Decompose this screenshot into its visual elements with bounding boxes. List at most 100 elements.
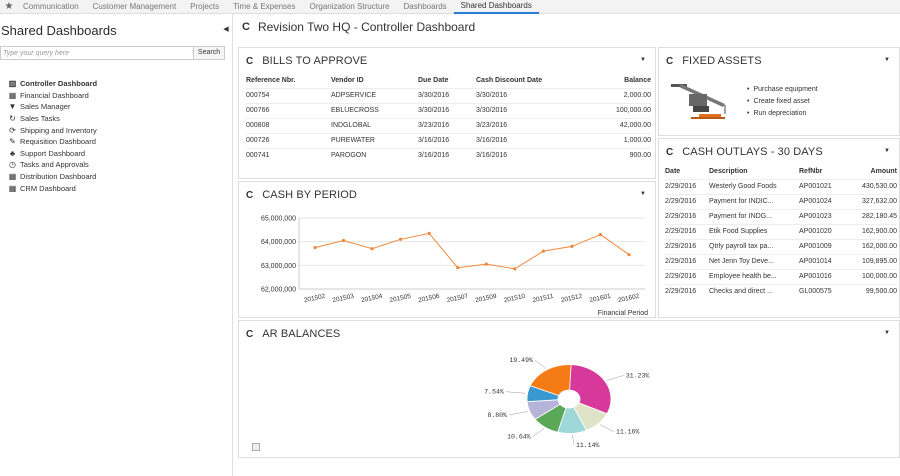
- widget-menu-icon[interactable]: ▼: [884, 330, 890, 336]
- widget-menu-icon[interactable]: ▼: [640, 57, 646, 63]
- sidebar-item[interactable]: ♣ Support Dashboard: [7, 148, 232, 160]
- sidebar-item[interactable]: ▦ Distribution Dashboard: [7, 171, 232, 183]
- dashboard-list: ▥ Controller Dashboard ▦ Financial Dashboar…: [0, 78, 232, 194]
- table-cell: 000766: [246, 102, 331, 118]
- table-cell: 162,000.00: [846, 238, 897, 254]
- widget-menu-icon[interactable]: ▼: [884, 57, 890, 63]
- column-header[interactable]: Balance: [624, 77, 651, 85]
- y-tick-label: 64,000,000: [261, 239, 296, 246]
- table-cell: 99,500.00: [846, 283, 897, 299]
- table-row[interactable]: 2/29/2016 Net Jenn Toy Deve... AP001014 109…: [665, 253, 897, 269]
- tab-communication[interactable]: Communication: [23, 1, 79, 11]
- refresh-icon[interactable]: C: [666, 55, 674, 67]
- cash-outlays-table: Date Description RefNbr Amount 2/29/2016 Wes…: [665, 165, 897, 299]
- sidebar-item[interactable]: ⟳ Shipping and Inventory: [7, 124, 232, 136]
- table-row[interactable]: 000726 PUREWATER 3/16/2016 3/16/2016 1,000.0…: [246, 132, 651, 148]
- label-leader-line: [599, 424, 615, 432]
- table-cell: 3/30/2016: [418, 102, 476, 118]
- tab-projects[interactable]: Projects: [190, 1, 220, 11]
- refresh-icon[interactable]: C: [246, 328, 254, 340]
- tab-customer-management[interactable]: Customer Management: [92, 1, 177, 11]
- table-row[interactable]: 2/29/2016 Employee health be... AP001016 10…: [665, 268, 897, 284]
- sidebar-item[interactable]: ↻ Sales Tasks: [7, 113, 232, 125]
- table-row[interactable]: 000754 ADPSERVICE 3/30/2016 3/30/2016 2,000.…: [246, 87, 651, 103]
- label-leader-line: [508, 411, 528, 416]
- sidebar-item[interactable]: ▦ CRM Dashboard: [7, 182, 232, 194]
- search-button[interactable]: Search: [194, 46, 225, 60]
- fixed-assets-actions: Purchase equipmentCreate fixed assetRun …: [747, 83, 818, 119]
- tab-time-expenses[interactable]: Time & Expenses: [233, 1, 296, 11]
- table-cell: AP001009: [799, 238, 846, 254]
- column-header[interactable]: Vendor ID: [331, 77, 364, 85]
- column-header[interactable]: Due Date: [418, 77, 449, 85]
- widget-title: CASH OUTLAYS - 30 DAYS: [682, 146, 823, 158]
- table-cell: Net Jenn Toy Deve...: [709, 253, 799, 269]
- sidebar-item[interactable]: ▼ Sales Manager: [7, 101, 232, 113]
- widget-menu-icon[interactable]: ▼: [884, 148, 890, 154]
- pie-slice-label: 8.80%: [487, 412, 507, 419]
- column-header[interactable]: Amount: [870, 168, 897, 176]
- refresh-icon[interactable]: C: [246, 55, 254, 67]
- table-cell: Qtrly payroll tax pa...: [709, 238, 799, 254]
- sidebar-item[interactable]: ▦ Financial Dashboard: [7, 90, 232, 102]
- sidebar-item-label: Distribution Dashboard: [20, 172, 97, 182]
- tab-shared-dashboards[interactable]: Shared Dashboards: [453, 0, 539, 14]
- table-cell: 100,000.00: [570, 102, 651, 118]
- search-input[interactable]: Type your query here: [0, 46, 194, 60]
- table-cell: 282,180.45: [846, 208, 897, 224]
- pie-slice: [569, 364, 612, 415]
- fixed-assets-action-link[interactable]: Create fixed asset: [747, 95, 818, 107]
- table-cell: 2/29/2016: [665, 208, 709, 224]
- sidebar-item-label: Support Dashboard: [20, 148, 86, 158]
- table-row[interactable]: 2/29/2016 Westerly Good Foods AP001021 430,…: [665, 178, 897, 194]
- table-cell: 000754: [246, 87, 331, 103]
- column-header[interactable]: Date: [665, 168, 681, 176]
- table-row[interactable]: 2/29/2016 Checks and direct ... GL000575 99…: [665, 283, 897, 299]
- table-cell: 430,530.00: [846, 178, 897, 194]
- refresh-icon[interactable]: C: [666, 146, 674, 158]
- refresh-icon[interactable]: C: [242, 21, 250, 33]
- column-header[interactable]: Reference Nbr.: [246, 77, 296, 85]
- table-cell: 2/29/2016: [665, 193, 709, 209]
- fixed-assets-action-link[interactable]: Purchase equipment: [747, 83, 817, 95]
- fixed-assets-action-link[interactable]: Run depreciation: [747, 107, 818, 119]
- data-point: [399, 237, 403, 241]
- table-row[interactable]: 000808 INDGLOBAL 3/23/2016 3/23/2016 42,000.…: [246, 117, 651, 133]
- tab-dashboards[interactable]: Dashboards: [403, 1, 447, 11]
- table-row[interactable]: 2/29/2016 Qtrly payroll tax pa... AP001009…: [665, 238, 897, 254]
- table-row[interactable]: 000766 EBLUECROSS 3/30/2016 3/30/2016 100,00…: [246, 102, 651, 118]
- table-cell: 000741: [246, 147, 331, 163]
- sidebar-item[interactable]: ◷ Tasks and Approvals: [7, 159, 232, 171]
- star-icon[interactable]: ★: [4, 1, 14, 12]
- table-cell: Payment for INDIC...: [709, 193, 799, 209]
- table-cell: 3/23/2016: [418, 117, 476, 133]
- column-header[interactable]: Description: [709, 168, 748, 176]
- widget-menu-icon[interactable]: ▼: [640, 191, 646, 197]
- table-row[interactable]: 2/29/2016 Etik Food Supplies AP001020 162,9…: [665, 223, 897, 239]
- clock-icon: ◷: [9, 160, 16, 170]
- calculator-icon: ▦: [8, 183, 17, 193]
- table-cell: 327,632.00: [846, 193, 897, 209]
- data-point: [541, 249, 545, 253]
- column-header[interactable]: RefNbr: [799, 168, 823, 176]
- table-cell: 3/16/2016: [418, 132, 476, 148]
- refresh-icon[interactable]: C: [246, 189, 254, 201]
- pie-slice-label: 7.54%: [484, 389, 504, 396]
- table-cell: Checks and direct ...: [709, 283, 799, 299]
- table-row[interactable]: 2/29/2016 Payment for INDIC... AP001024 327…: [665, 193, 897, 209]
- table-cell: AP001020: [799, 223, 846, 239]
- chart-icon: ▥: [8, 79, 17, 89]
- collapse-sidebar-icon[interactable]: ◀: [223, 26, 229, 33]
- table-row[interactable]: 000741 PAROGON 3/16/2016 3/16/2016 900.00: [246, 147, 651, 163]
- page-header: C Revision Two HQ - Controller Dashboard: [242, 20, 475, 34]
- table-row[interactable]: 2/29/2016 Payment for INDG... AP001023 282,…: [665, 208, 897, 224]
- column-header[interactable]: Cash Discount Date: [476, 77, 543, 85]
- table-cell: 100,000.00: [846, 268, 897, 284]
- page-title: Revision Two HQ - Controller Dashboard: [257, 20, 476, 34]
- sidebar-item[interactable]: ▥ Controller Dashboard: [7, 78, 232, 90]
- x-tick-label: 201504: [360, 293, 383, 304]
- broken-image-icon: [252, 443, 260, 451]
- x-tick-label: 201601: [589, 293, 612, 304]
- sidebar-item[interactable]: ✎ Requisition Dashboard: [7, 136, 232, 148]
- tab-organization-structure[interactable]: Organization Structure: [309, 1, 390, 11]
